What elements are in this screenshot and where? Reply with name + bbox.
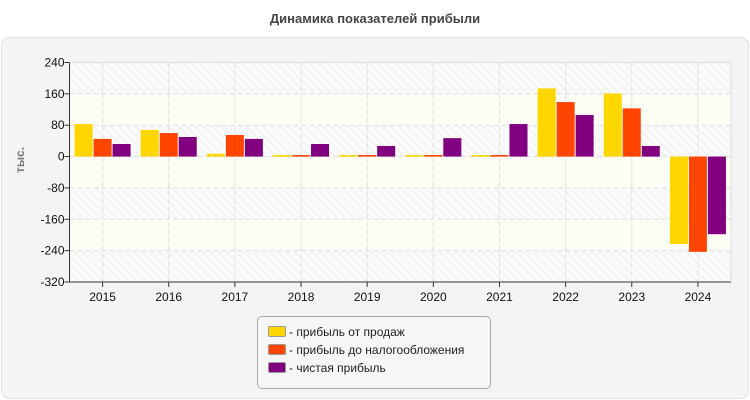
bar-2024-2 (688, 156, 707, 252)
y-tick-label: 80 (51, 118, 65, 132)
y-tick-label: 160 (44, 87, 64, 101)
bar-2020-1 (405, 155, 424, 157)
bar-2021-2 (490, 155, 509, 157)
grid-band (69, 62, 731, 94)
bar-2022-3 (575, 115, 594, 157)
bar-2024-3 (707, 156, 726, 235)
bar-2017-1 (206, 153, 225, 157)
bar-2023-3 (641, 145, 660, 157)
bar-2022-2 (556, 102, 575, 157)
legend-swatch (268, 362, 286, 374)
x-tick-label: 2016 (155, 290, 182, 304)
y-tick-label: -320 (40, 275, 64, 289)
y-axis-label: тыс. (13, 147, 27, 173)
legend-label: - чистая прибыль (289, 361, 386, 375)
legend-item: - прибыль до налогообложения (268, 342, 464, 358)
bar-2021-1 (471, 155, 490, 157)
bar-2017-2 (225, 135, 244, 157)
bar-2016-3 (178, 136, 197, 157)
bar-2018-2 (292, 155, 311, 157)
y-tick-label: -160 (40, 212, 64, 226)
legend-item: - чистая прибыль (268, 360, 386, 376)
x-tick-label: 2020 (420, 290, 447, 304)
x-tick-label: 2019 (354, 290, 381, 304)
y-tick-label: 240 (44, 56, 64, 70)
y-tick-label: -240 (40, 244, 64, 258)
legend-label: - прибыль до налогообложения (289, 343, 465, 357)
legend-label: - прибыль от продаж (289, 325, 405, 339)
bar-2019-3 (377, 145, 396, 157)
legend-swatch (268, 326, 286, 338)
x-tick-label: 2024 (685, 290, 712, 304)
bar-2023-2 (622, 108, 641, 157)
grid-band (69, 219, 731, 251)
bar-2015-1 (74, 124, 93, 157)
bar-2018-1 (273, 155, 292, 157)
chart-title: Динамика показателей прибыли (269, 11, 481, 26)
grid-band (69, 156, 731, 188)
bar-2016-2 (159, 133, 178, 157)
bar-2018-3 (311, 144, 330, 157)
bar-2015-3 (112, 144, 131, 157)
bar-2015-2 (93, 138, 112, 157)
y-tick-label: 0 (58, 150, 65, 164)
bar-2020-3 (443, 138, 462, 157)
x-tick-label: 2021 (486, 290, 513, 304)
x-tick-label: 2018 (288, 290, 315, 304)
bar-2021-3 (509, 124, 528, 157)
bar-2022-1 (537, 88, 556, 157)
bar-2024-1 (669, 156, 688, 244)
grid-band (69, 187, 731, 220)
x-tick-label: 2022 (552, 290, 579, 304)
x-tick-label: 2015 (89, 290, 116, 304)
bar-2019-1 (339, 155, 358, 157)
bar-2023-1 (603, 93, 622, 157)
legend-item: - прибыль от продаж (268, 324, 405, 340)
legend-swatch (268, 344, 286, 356)
bar-2016-1 (140, 129, 159, 157)
bar-2020-2 (424, 155, 443, 157)
legend: - прибыль от продаж - прибыль до налогооб… (257, 316, 491, 389)
bar-2019-2 (358, 155, 377, 157)
x-tick-label: 2023 (618, 290, 645, 304)
bar-2017-3 (244, 138, 263, 157)
grid-band (69, 250, 731, 282)
x-tick-label: 2017 (222, 290, 249, 304)
y-tick-label: -80 (47, 181, 65, 195)
